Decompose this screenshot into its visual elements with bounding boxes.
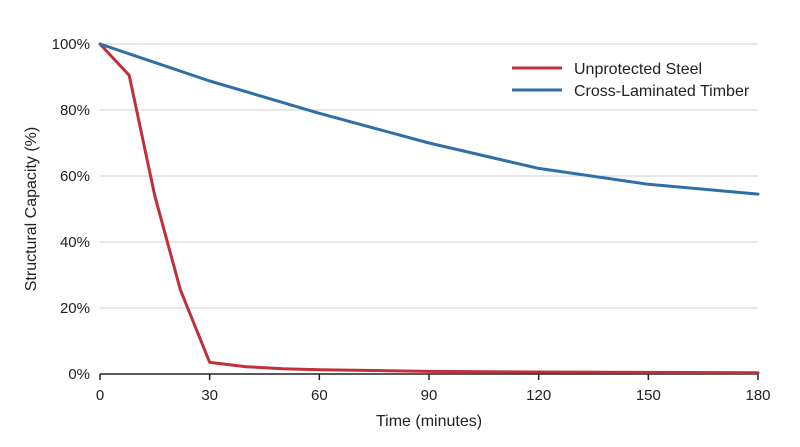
legend-label-unprotected-steel: Unprotected Steel [574,61,702,78]
x-tick-label: 90 [421,387,438,404]
legend-label-cross-laminated-timber: Cross-Laminated Timber [574,83,750,100]
series [98,42,760,375]
legend: Unprotected Steel Cross-Laminated Timber [512,61,750,100]
series-line-cross-laminated-timber [98,42,760,196]
y-axis-title: Structural Capacity (%) [23,127,40,292]
x-tick-label: 60 [311,387,328,404]
y-tick-label: 100% [52,36,90,53]
series-line-unprotected-steel [98,42,760,375]
y-tick-label: 0% [68,366,90,383]
y-tick-label: 40% [60,234,90,251]
x-tick-label: 150 [636,387,661,404]
x-axis-title: Time (minutes) [376,413,482,430]
y-tick-label: 20% [60,300,90,317]
x-axis-ticks: 0 30 60 90 120 150 180 [96,374,771,404]
y-axis-ticks: 0% 20% 40% 60% 80% 100% [52,36,90,383]
y-tick-label: 60% [60,168,90,185]
y-tick-label: 80% [60,102,90,119]
x-tick-label: 180 [745,387,770,404]
x-tick-label: 0 [96,387,104,404]
x-tick-label: 30 [201,387,218,404]
x-tick-label: 120 [526,387,551,404]
grid [100,43,758,309]
